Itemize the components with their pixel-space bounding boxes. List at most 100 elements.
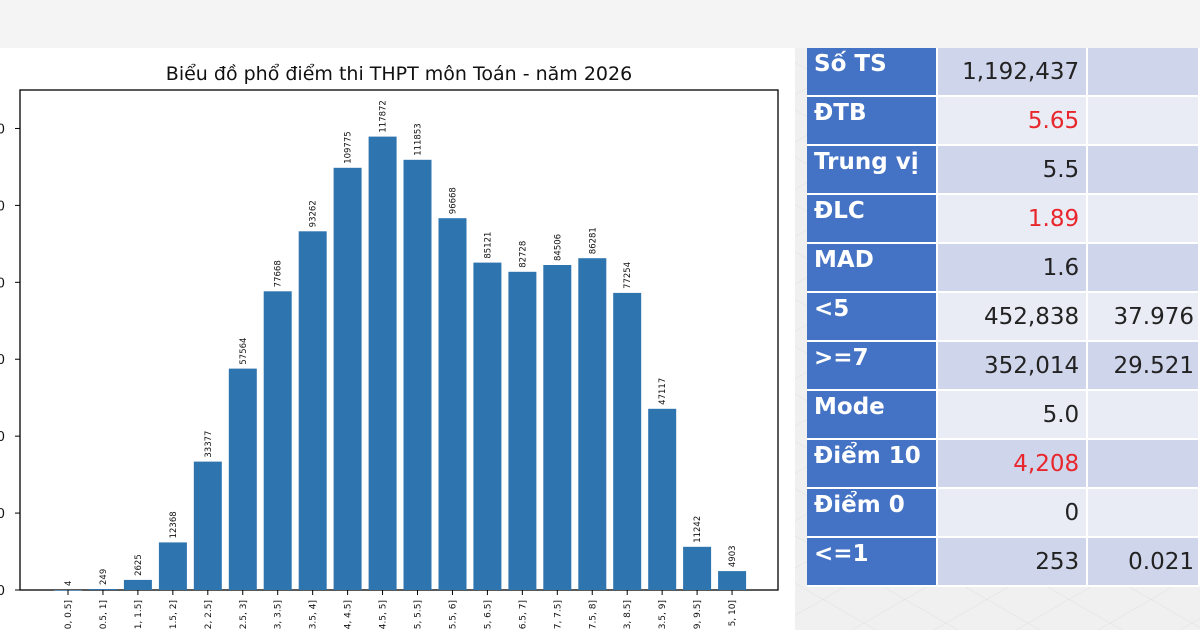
stats-label: MAD (807, 244, 939, 293)
y-tick-label: 0 (0, 199, 5, 214)
stats-value: 1,192,437 (938, 48, 1089, 97)
stats-label: Trung vị (807, 146, 939, 195)
stats-value: 0 (938, 489, 1089, 538)
bar-value-label: 82728 (518, 241, 528, 268)
stats-label: Điểm 10 (807, 440, 939, 489)
stats-value: 352,014 (938, 342, 1089, 391)
stats-percent (1088, 440, 1200, 489)
bar-19 (718, 571, 747, 590)
stats-label: ĐTB (807, 97, 939, 146)
bar-5 (228, 368, 257, 590)
bar-value-label: 2625 (134, 554, 144, 576)
bar-value-label: 57564 (239, 338, 249, 365)
x-tick-label: 7, 7.5] (553, 600, 563, 629)
x-tick-label: 5.5, 6.5] (483, 600, 493, 630)
bar-value-label: 77254 (623, 262, 633, 289)
stats-row: Mode 5.0 (807, 391, 1200, 440)
stats-label: >=7 (807, 342, 939, 391)
bar-16 (613, 292, 642, 590)
chart-title: Biểu đồ phổ điểm thi THPT môn Toán - năm… (166, 63, 632, 85)
stats-label: Mode (807, 391, 939, 440)
stats-value: 452,838 (938, 293, 1089, 342)
bar-3 (158, 542, 187, 590)
x-tick-label: 7.5, 8] (588, 600, 598, 629)
y-tick-label: 0 (0, 276, 5, 291)
bar-value-label: 12368 (169, 511, 179, 538)
x-tick-label: 3.5, 4] (309, 600, 319, 629)
stats-value: 5.5 (938, 146, 1089, 195)
bar-value-label: 4903 (728, 545, 738, 567)
stats-percent (1088, 195, 1200, 244)
bar-8 (333, 167, 362, 591)
plot-frame (19, 89, 779, 591)
bar-value-label: 33377 (204, 431, 214, 458)
stats-label: ĐLC (807, 195, 939, 244)
stats-row: Trung vị 5.5 (807, 146, 1200, 195)
stats-percent (1088, 244, 1200, 293)
x-tick-label: 9, 9.5] (693, 600, 703, 629)
stats-percent: 29.521 (1088, 342, 1200, 391)
bar-9 (368, 136, 397, 590)
stats-row: MAD 1.6 (807, 244, 1200, 293)
bar-value-label: 11242 (693, 516, 703, 543)
stats-value: 5.0 (938, 391, 1089, 440)
stats-label: Số TS (807, 48, 939, 97)
bar-value-label: 77668 (274, 260, 284, 287)
stats-value: 1.89 (938, 195, 1089, 244)
bar-17 (648, 408, 677, 590)
x-tick-label: 4.5, 5] (379, 600, 389, 629)
stats-percent (1088, 489, 1200, 538)
bar-10 (403, 159, 432, 591)
bar-series: 4 249 2625 12368 33377 57564 77668 93262 109775 1… (54, 100, 747, 591)
x-tick-label: 5, 5.5] (414, 600, 424, 629)
x-tick-label: 4, 4.5] (344, 600, 354, 629)
stats-percent (1088, 48, 1200, 97)
bar-value-label: 111853 (414, 123, 424, 155)
stats-row: ĐTB 5.65 (807, 97, 1200, 146)
bar-7 (298, 231, 327, 591)
y-tick-label: 0 (0, 353, 5, 368)
x-tick-label: 3, 8.5] (623, 600, 633, 629)
y-tick-label: 0 (0, 507, 5, 522)
bar-1 (89, 589, 117, 590)
x-tick-label: 0.5, 1] (99, 600, 109, 629)
axis-ticks: 0, 0.5] 0.5, 1] 1, 1.5] 1.5, 2] 2, 2.5] 2.5, … (0, 123, 738, 630)
y-tick-label: 0 (0, 123, 5, 138)
x-tick-label: 0, 0.5] (64, 600, 74, 629)
x-tick-label: 2.5, 3] (239, 600, 249, 629)
statistics-table: Số TS 1,192,437 ĐTB 5.65 Trung vị 5.5 ĐLC 1.89 M… (807, 48, 1200, 587)
stats-percent (1088, 391, 1200, 440)
bar-value-label: 249 (99, 569, 109, 585)
bar-14 (543, 265, 572, 590)
stats-value: 4,208 (938, 440, 1089, 489)
x-tick-label: 1, 1.5] (134, 600, 144, 629)
stats-row: >=7 352,014 29.521 (807, 342, 1200, 391)
bar-13 (508, 271, 537, 590)
stats-percent: 0.021 (1088, 538, 1200, 587)
bar-18 (683, 546, 712, 590)
bar-2 (123, 579, 152, 590)
bar-value-label: 47117 (658, 378, 668, 405)
bar-value-label: 96668 (449, 187, 459, 214)
bar-value-label: 85121 (483, 232, 493, 259)
y-tick-label: 0 (0, 584, 5, 599)
bar-value-label: 109775 (344, 131, 354, 163)
stats-label: Điểm 0 (807, 489, 939, 538)
stats-row: <5 452,838 37.976 (807, 293, 1200, 342)
stats-label: <5 (807, 293, 939, 342)
x-tick-label: 3, 3.5] (274, 600, 284, 629)
bar-6 (263, 291, 292, 590)
stats-value: 5.65 (938, 97, 1089, 146)
stats-value: 253 (938, 538, 1089, 587)
stats-percent: 37.976 (1088, 293, 1200, 342)
stats-row: <=1 253 0.021 (807, 538, 1200, 587)
x-tick-label: 2, 2.5] (204, 600, 214, 629)
bar-value-label: 93262 (309, 200, 319, 227)
bar-value-label: 86281 (588, 227, 598, 254)
stats-percent (1088, 97, 1200, 146)
y-tick-label: 0 (0, 430, 5, 445)
bar-value-label: 117872 (379, 100, 389, 132)
stats-row: ĐLC 1.89 (807, 195, 1200, 244)
bar-4 (193, 461, 222, 590)
